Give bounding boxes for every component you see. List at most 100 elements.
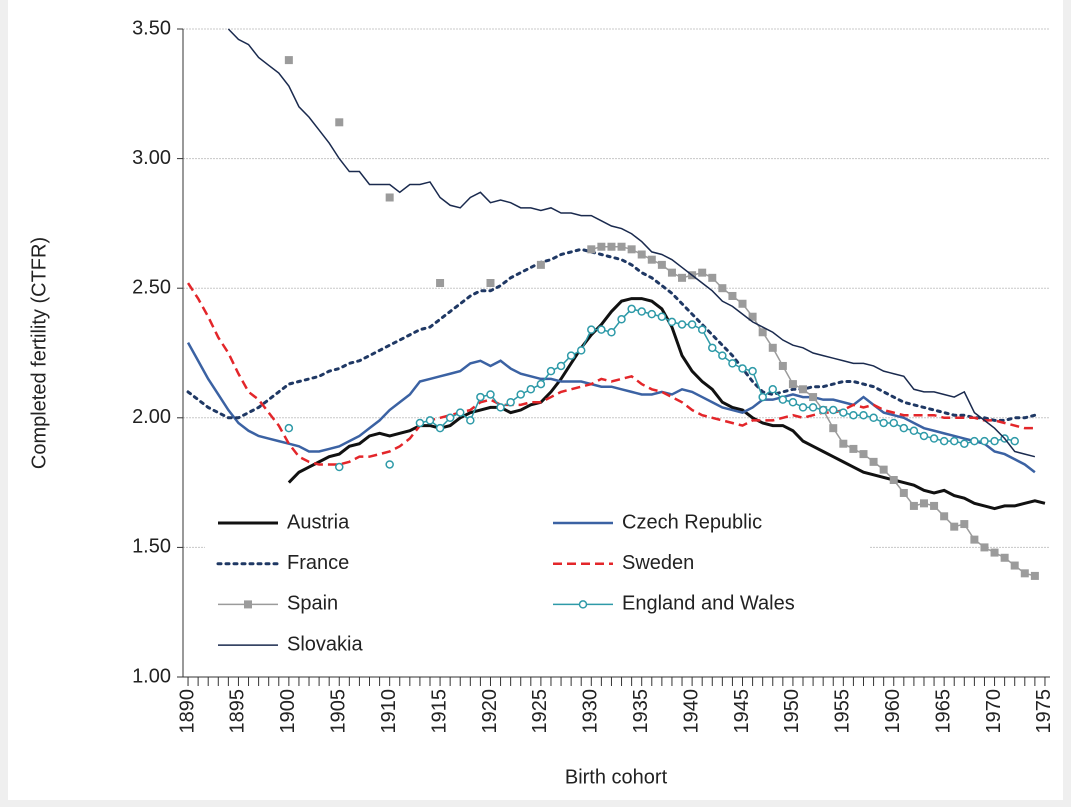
- marker: [778, 361, 787, 370]
- marker: [768, 385, 778, 394]
- marker: [809, 393, 818, 402]
- x-tick-label: 1950: [781, 689, 803, 734]
- marker: [698, 268, 707, 277]
- marker: [587, 245, 596, 254]
- marker: [597, 325, 606, 334]
- marker: [980, 436, 989, 446]
- marker: [718, 284, 727, 293]
- marker: [919, 431, 929, 441]
- marker: [445, 413, 455, 423]
- marker: [284, 56, 293, 65]
- x-tick-label: 1895: [227, 689, 249, 734]
- marker: [637, 307, 646, 316]
- marker: [728, 291, 737, 300]
- marker: [899, 423, 909, 433]
- marker: [869, 457, 878, 466]
- series-line: [186, 282, 1035, 466]
- marker: [768, 343, 777, 352]
- marker: [1010, 561, 1019, 570]
- marker: [919, 499, 928, 508]
- series-line: [287, 297, 1046, 511]
- legend-item: Czech Republic: [553, 511, 762, 533]
- marker: [627, 245, 636, 254]
- marker: [678, 273, 687, 282]
- marker: [637, 250, 646, 259]
- legend-item: Spain: [218, 593, 338, 615]
- marker: [385, 460, 394, 469]
- x-tick-label: 1905: [328, 689, 350, 734]
- marker: [960, 439, 969, 448]
- marker: [244, 600, 252, 609]
- x-tick-label: 1920: [479, 689, 501, 734]
- legend-label: France: [287, 552, 349, 574]
- legend-label: Czech Republic: [622, 511, 762, 533]
- marker: [808, 403, 818, 412]
- marker: [839, 439, 848, 448]
- x-tick-label: 1965: [932, 689, 954, 734]
- marker: [506, 397, 515, 407]
- legend-label: Spain: [287, 593, 338, 615]
- marker: [950, 522, 959, 531]
- x-tick-label: 1890: [176, 689, 198, 734]
- marker: [455, 408, 465, 417]
- x-tick-label: 1935: [630, 689, 652, 734]
- marker: [1030, 571, 1039, 580]
- marker: [899, 488, 908, 497]
- marker: [647, 309, 657, 319]
- legend-label: Austria: [287, 511, 350, 533]
- marker: [607, 328, 616, 337]
- marker: [435, 423, 445, 433]
- marker: [617, 242, 626, 251]
- series-line: [227, 28, 1036, 458]
- marker: [486, 279, 495, 288]
- marker: [718, 351, 727, 360]
- marker: [798, 403, 808, 412]
- marker: [697, 325, 707, 334]
- x-tick-label: 1955: [832, 689, 854, 734]
- legend-item: Austria: [218, 511, 350, 533]
- marker: [799, 385, 808, 394]
- marker: [556, 361, 566, 371]
- marker: [708, 273, 717, 282]
- x-tick-label: 1930: [580, 689, 602, 734]
- marker: [607, 242, 616, 251]
- x-tick-label: 1925: [529, 689, 551, 734]
- marker: [949, 436, 959, 446]
- legend-item: England and Wales: [553, 593, 795, 615]
- marker: [939, 436, 949, 446]
- marker: [829, 405, 838, 415]
- y-tick-label: 1.50: [132, 536, 171, 558]
- x-tick-label: 1975: [1033, 689, 1055, 734]
- marker: [879, 418, 888, 428]
- marker: [859, 410, 868, 420]
- marker: [526, 385, 536, 394]
- legend-item: Slovakia: [218, 633, 363, 655]
- y-tick-label: 3.50: [132, 17, 171, 39]
- marker: [788, 380, 797, 389]
- x-tick-label: 1960: [882, 689, 904, 734]
- marker: [657, 260, 666, 269]
- marker: [879, 465, 888, 474]
- marker: [889, 476, 898, 485]
- marker: [869, 413, 878, 423]
- marker: [617, 315, 626, 324]
- marker: [980, 543, 989, 552]
- marker: [738, 299, 747, 308]
- marker: [677, 320, 687, 329]
- x-tick-label: 1900: [277, 689, 299, 734]
- marker: [970, 535, 979, 544]
- legend-label: Slovakia: [287, 633, 363, 655]
- marker: [849, 444, 858, 453]
- marker: [476, 392, 485, 402]
- marker: [930, 501, 939, 510]
- marker: [990, 548, 999, 557]
- marker: [708, 343, 717, 353]
- marker: [1020, 569, 1029, 578]
- x-tick-label: 1945: [731, 689, 753, 734]
- x-tick-label: 1970: [983, 689, 1005, 734]
- legend-box: [205, 505, 870, 665]
- x-tick-label: 1910: [378, 689, 400, 734]
- marker: [335, 462, 344, 472]
- legend-label: England and Wales: [622, 593, 795, 615]
